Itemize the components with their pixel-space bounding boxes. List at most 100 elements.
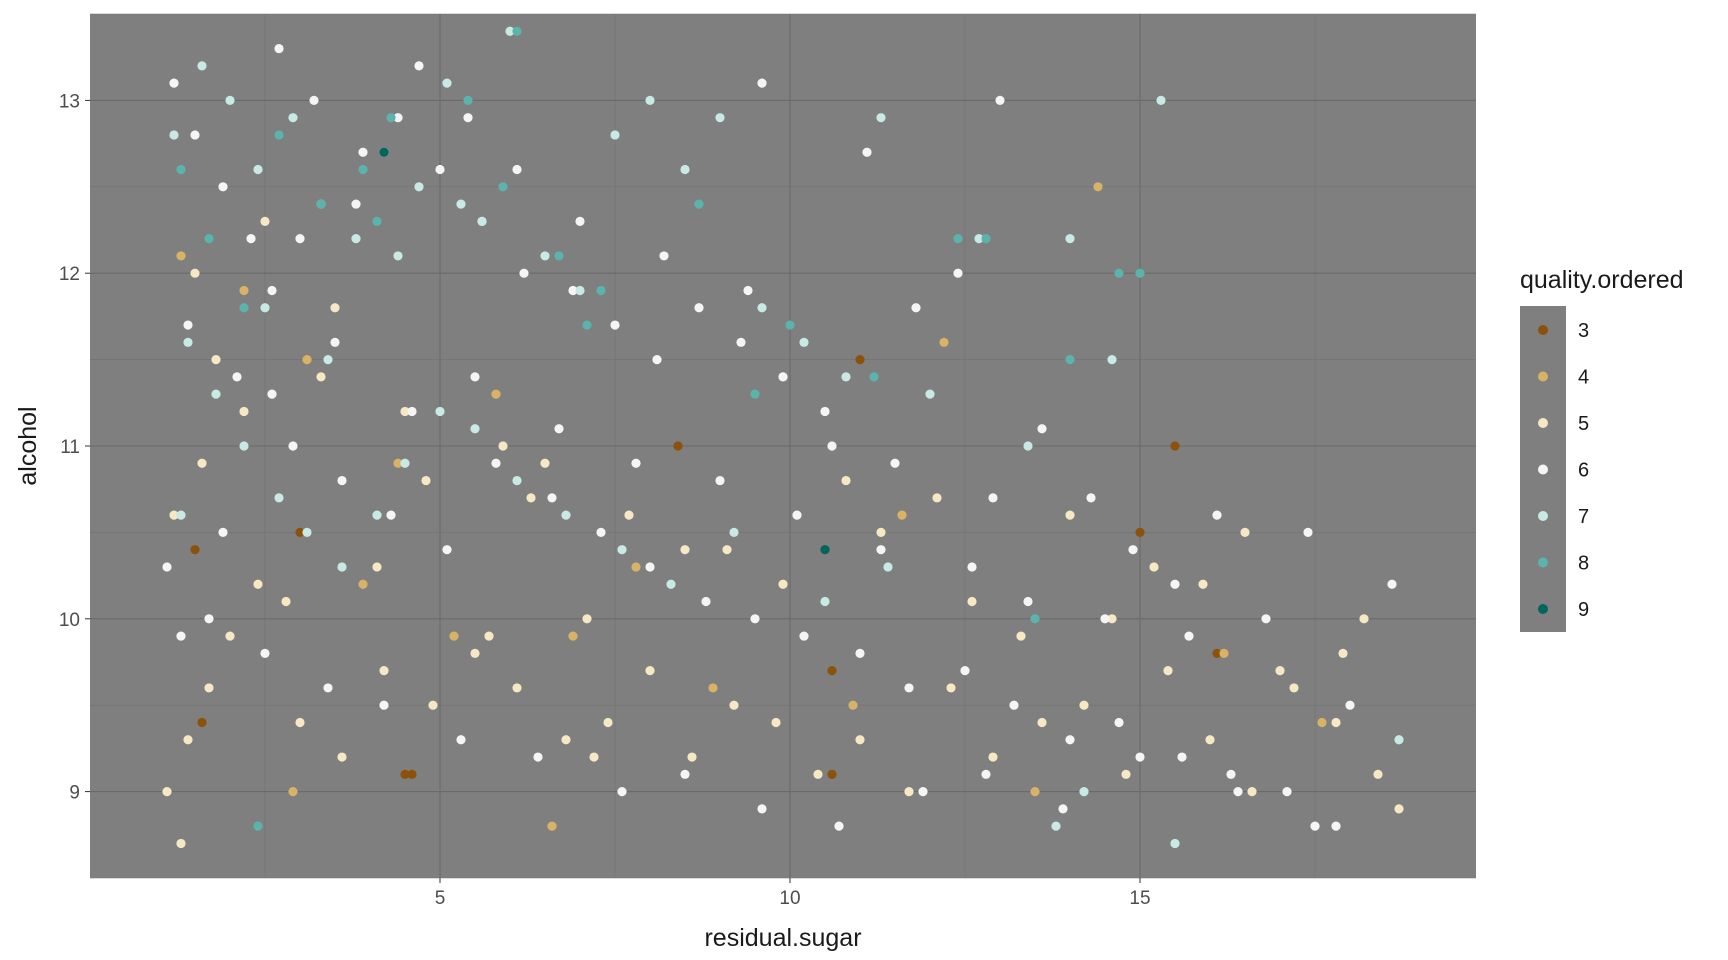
data-point-quality-6 — [988, 493, 998, 503]
data-point-quality-5 — [1289, 683, 1299, 693]
data-point-quality-6 — [792, 510, 802, 520]
data-point-quality-6 — [351, 199, 361, 209]
data-point-quality-6 — [491, 458, 501, 468]
data-point-quality-6 — [162, 562, 172, 572]
data-point-quality-5 — [1394, 804, 1404, 814]
data-point-quality-6 — [631, 458, 641, 468]
data-point-quality-5 — [470, 648, 480, 658]
data-point-quality-7 — [1394, 735, 1404, 745]
data-point-quality-6 — [183, 320, 193, 330]
data-point-quality-5 — [687, 752, 697, 762]
data-point-quality-5 — [512, 683, 522, 693]
data-point-quality-6 — [596, 527, 606, 538]
data-point-quality-6 — [736, 337, 746, 347]
data-point-quality-6 — [176, 631, 186, 641]
data-point-quality-5 — [337, 752, 347, 762]
data-point-quality-7 — [799, 337, 809, 347]
data-point-quality-6 — [435, 164, 445, 175]
data-point-quality-6 — [512, 164, 522, 175]
data-point-quality-6 — [820, 406, 830, 417]
data-point-quality-6 — [288, 441, 298, 451]
data-point-quality-5 — [967, 596, 977, 607]
data-point-quality-6 — [1303, 527, 1313, 538]
data-point-quality-6 — [309, 95, 319, 105]
data-point-quality-5 — [316, 372, 326, 382]
data-point-quality-7 — [666, 579, 676, 589]
data-point-quality-6 — [960, 666, 970, 676]
data-point-quality-7 — [1156, 95, 1166, 105]
data-point-quality-8 — [386, 113, 396, 123]
data-point-quality-8 — [869, 372, 879, 382]
data-point-quality-5 — [841, 475, 851, 486]
data-point-quality-6 — [918, 787, 928, 797]
data-point-quality-6 — [456, 735, 466, 745]
data-point-quality-8 — [176, 164, 186, 175]
data-point-quality-7 — [372, 510, 382, 520]
data-point-quality-6 — [1009, 700, 1019, 710]
data-point-quality-7 — [540, 251, 550, 261]
data-point-quality-7 — [820, 596, 830, 607]
data-point-quality-6 — [1387, 579, 1397, 589]
data-point-quality-6 — [855, 648, 865, 658]
data-point-quality-6 — [246, 234, 256, 244]
legend-label-6: 6 — [1578, 460, 1589, 482]
data-point-quality-7 — [323, 355, 333, 365]
data-point-quality-6 — [1037, 424, 1047, 434]
data-point-quality-3 — [400, 769, 410, 779]
data-point-quality-5 — [1373, 769, 1383, 779]
data-point-quality-6 — [218, 182, 228, 192]
data-point-quality-6 — [393, 113, 403, 123]
y-axis-ticks: 9 10 11 12 13 — [59, 91, 90, 804]
data-point-quality-4 — [288, 787, 298, 797]
data-point-quality-8 — [750, 389, 760, 399]
data-point-quality-6 — [218, 527, 228, 538]
data-point-quality-7 — [197, 61, 207, 71]
data-point-quality-6 — [799, 631, 809, 641]
legend-key-7 — [1538, 511, 1548, 521]
data-point-quality-7 — [1079, 787, 1089, 797]
data-point-quality-5 — [1198, 579, 1208, 589]
data-point-quality-5 — [169, 510, 179, 520]
data-point-quality-5 — [428, 700, 438, 710]
data-point-quality-6 — [1331, 821, 1341, 831]
data-point-quality-5 — [946, 683, 956, 693]
data-point-quality-6 — [1177, 752, 1187, 762]
legend: 3 4 5 6 7 8 9 — [1538, 320, 1589, 621]
data-point-quality-7 — [617, 545, 627, 555]
data-point-quality-8 — [498, 182, 508, 192]
data-point-quality-5 — [932, 493, 942, 503]
data-point-quality-5 — [589, 752, 599, 762]
data-point-quality-6 — [1261, 614, 1271, 624]
data-point-quality-6 — [1310, 821, 1320, 831]
data-point-quality-7 — [414, 182, 424, 192]
data-point-quality-8 — [981, 234, 991, 244]
data-point-quality-6 — [1212, 510, 1222, 520]
data-point-quality-8 — [1030, 614, 1040, 624]
data-point-quality-8 — [253, 821, 263, 831]
x-tick-label: 5 — [435, 888, 446, 909]
data-point-quality-8 — [694, 199, 704, 209]
data-point-quality-5 — [204, 683, 214, 693]
data-point-quality-6 — [911, 303, 921, 313]
data-point-quality-6 — [1282, 787, 1292, 797]
x-axis-title: residual.sugar — [704, 924, 861, 952]
data-point-quality-7 — [225, 95, 235, 105]
data-point-quality-7 — [841, 372, 851, 382]
data-point-quality-8 — [239, 303, 249, 313]
data-point-quality-5 — [1121, 769, 1131, 779]
data-point-quality-4 — [631, 562, 641, 572]
data-point-quality-6 — [267, 285, 277, 296]
data-point-quality-5 — [1149, 562, 1159, 572]
legend-label-7: 7 — [1578, 506, 1589, 528]
data-point-quality-8 — [1135, 268, 1145, 278]
data-point-quality-6 — [1128, 545, 1138, 555]
data-point-quality-7 — [925, 389, 935, 399]
data-point-quality-7 — [211, 389, 221, 399]
data-point-quality-6 — [575, 216, 585, 226]
data-point-quality-6 — [190, 130, 200, 140]
data-point-quality-6 — [645, 562, 655, 572]
data-point-quality-5 — [1079, 700, 1089, 710]
data-point-quality-5 — [372, 562, 382, 572]
data-point-quality-6 — [890, 458, 900, 468]
data-point-quality-5 — [330, 303, 340, 313]
